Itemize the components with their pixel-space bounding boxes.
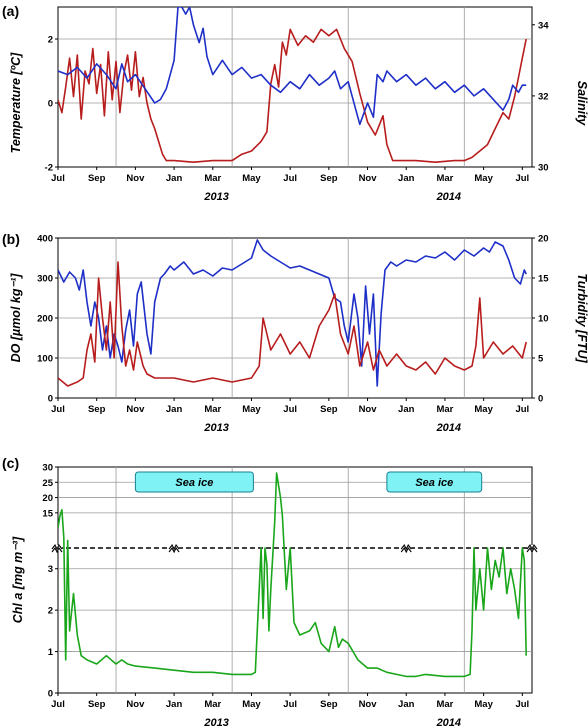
panel-a-xtick-label: May [474, 173, 493, 184]
panel-a-series-0-line [58, 28, 527, 163]
panel-a-ylabel-left: Temperature [ºC] [9, 52, 23, 153]
panel-a-xtick-label: Sep [320, 173, 338, 184]
panel-b-xtick-label: Jul [51, 404, 65, 415]
panel-a-xtick-label: Mar [204, 173, 221, 184]
panel-label-c: (c) [2, 455, 19, 471]
panel-b-xtick-label: Mar [204, 404, 221, 415]
panel-a-xtick-label: Jul [515, 173, 529, 184]
panel-c-ytick-label: 20 [42, 493, 53, 504]
panel-a-xtick-label: Sep [88, 173, 106, 184]
panel-a-xtick-label: Jan [166, 173, 183, 184]
panel-b-xtick-label: Jan [166, 404, 183, 415]
panel-c-ytick-label: 1 [48, 647, 54, 658]
panel-label-b: (b) [2, 231, 20, 247]
panel-c-xtick-label: Nov [359, 699, 378, 710]
panel-b-xtick-label: Jul [515, 404, 529, 415]
panel-a-ytick-right-label: 34 [538, 20, 549, 31]
panel-c-break-mark [400, 546, 412, 554]
panel-c-break-mark [400, 543, 412, 551]
panel-b-ylabel-left: DO [µmol kg⁻¹] [9, 273, 23, 363]
panel-b-ytick-right-label: 15 [538, 274, 549, 285]
panel-a-xtick-label: Jan [398, 173, 415, 184]
panel-c-xtick-label: Jul [51, 699, 65, 710]
panel-a-ylabel-right: Salinity [575, 81, 588, 127]
panel-c-xtick-label: Mar [436, 699, 453, 710]
panel-b-ylabel-right: Turbidity [FTU] [575, 273, 588, 363]
panel-c-xtick-label: Jan [166, 699, 183, 710]
panel-b-xtick-label: May [242, 404, 261, 415]
panel-c-ytick-label: 2 [48, 606, 53, 617]
panel-c-xtick-label: Nov [126, 699, 145, 710]
panel-b-ytick-left-label: 100 [37, 354, 53, 365]
panel-a-ytick-left-label: 0 [48, 99, 53, 110]
panel-b-xtick-label: May [474, 404, 493, 415]
panel-b-xtick-label: Sep [88, 404, 106, 415]
sea-ice-label: Sea ice [415, 477, 453, 489]
panel-b-xtick-label: Mar [436, 404, 453, 415]
sea-ice-label: Sea ice [175, 477, 213, 489]
panel-b-xtick-label: Sep [320, 404, 338, 415]
panel-c-xtick-label: Sep [320, 699, 338, 710]
panel-b-ytick-right-label: 0 [538, 394, 543, 405]
panel-c-xtick-label: May [242, 699, 261, 710]
panel-c-xtick-label: Jan [398, 699, 415, 710]
panel-c-xtick-label: Sep [88, 699, 106, 710]
panel-c-break-mark [168, 543, 180, 551]
panel-c-ytick-label: 30 [42, 463, 53, 474]
sea-ice-box [134, 471, 254, 493]
panel-a-ytick-right-label: 32 [538, 91, 549, 102]
panel-c-break-mark [526, 546, 538, 554]
panel-a-xtick-label: Jul [51, 173, 65, 184]
panel-c-chart: Jul Sep Nov Jan Mar May Jul Sep Nov Jan Mar May Jul 2… [42, 463, 538, 727]
panel-a-series-1-line [58, 7, 527, 126]
panel-a-chart: Jul Sep Nov Jan Mar May Jul Sep Nov Jan Mar May Jul 2… [45, 6, 549, 203]
panel-c-ytick-label: 0 [48, 689, 53, 700]
panel-a-xtick-label: Mar [436, 173, 453, 184]
panel-b-ytick-right-label: 20 [538, 234, 549, 245]
panel-b-year-label: 2013 [203, 422, 228, 434]
panel-c-break-mark [526, 543, 538, 551]
panel-a-xtick-label: Jul [283, 173, 297, 184]
panel-b-ytick-left-label: 300 [37, 274, 53, 285]
panel-c-ylabel: Chl a [mg m⁻³] [11, 536, 25, 623]
panel-a-plot-frame [57, 6, 533, 168]
panel-c-xtick-label: Jul [515, 699, 529, 710]
panel-b-series-1-line [58, 261, 527, 387]
panel-c-ytick-label: 25 [42, 478, 53, 489]
panel-c-year-label: 2014 [436, 717, 461, 727]
panel-b-chart: Jul Sep Nov Jan Mar May Jul Sep Nov Jan Mar May Jul 2… [37, 234, 549, 435]
panel-a-year-label: 2014 [436, 191, 461, 203]
panel-a-xtick-label: Nov [359, 173, 378, 184]
panel-a-ytick-right-label: 30 [538, 163, 549, 174]
panel-a-xtick-label: May [242, 173, 261, 184]
sea-ice-box [386, 471, 483, 493]
panel-c-break-mark [168, 546, 180, 554]
panel-c-break-mark [51, 543, 63, 551]
panel-a-ytick-left-label: -2 [45, 163, 53, 174]
panel-a-ytick-left-label: 2 [48, 35, 53, 46]
panel-b-xtick-label: Nov [359, 404, 378, 415]
panel-c-xtick-label: Jul [283, 699, 297, 710]
panel-b-xtick-label: Jul [283, 404, 297, 415]
panel-c-xtick-label: Mar [204, 699, 221, 710]
panel-c-year-label: 2013 [203, 717, 228, 727]
panel-c-break-mark [51, 546, 63, 554]
panel-b-xtick-label: Jan [398, 404, 415, 415]
panel-c-ytick-label: 15 [42, 508, 53, 519]
panel-b-ytick-left-label: 0 [48, 394, 53, 405]
panel-c-series-0-line [58, 472, 527, 678]
panel-c-xtick-label: May [474, 699, 493, 710]
panel-c-ytick-label: 3 [48, 564, 53, 575]
panel-b-ytick-right-label: 5 [538, 354, 544, 365]
panel-c-plot-frame [57, 466, 533, 694]
panel-b-xtick-label: Nov [126, 404, 145, 415]
panel-label-a: (a) [2, 3, 19, 19]
panel-a-xtick-label: Nov [126, 173, 145, 184]
panel-b-ytick-left-label: 200 [37, 314, 53, 325]
panel-b-year-label: 2014 [436, 422, 461, 434]
panel-b-ytick-right-label: 10 [538, 314, 549, 325]
panel-b-ytick-left-label: 400 [37, 234, 53, 245]
panel-a-year-label: 2013 [203, 191, 228, 203]
